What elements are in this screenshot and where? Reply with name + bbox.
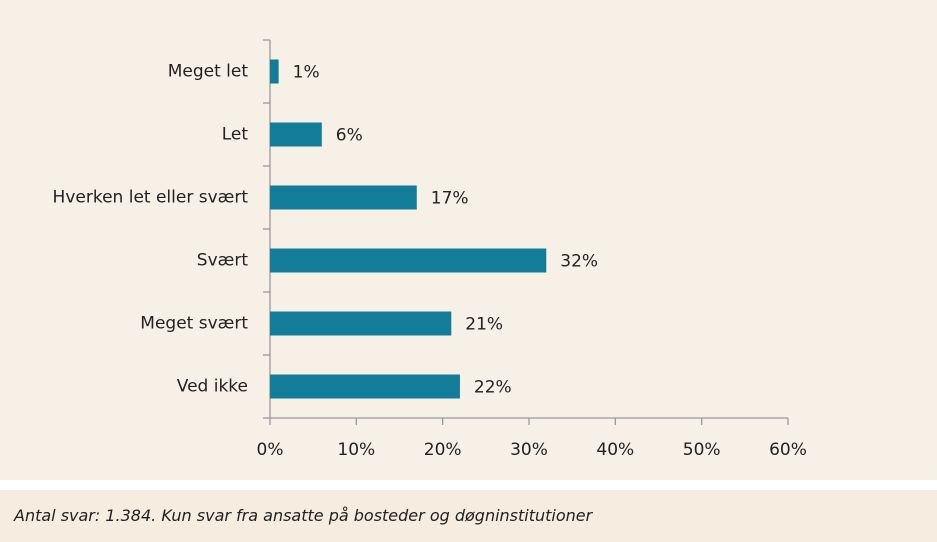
y-tick-label: Svært: [197, 251, 249, 271]
bar: [270, 374, 460, 399]
bar: [270, 122, 322, 147]
bar: [270, 248, 547, 273]
data-label: 32%: [560, 252, 598, 272]
data-label: 22%: [474, 378, 512, 398]
x-tick-label: 60%: [769, 440, 807, 460]
data-label: 17%: [431, 189, 469, 209]
footnote: Antal svar: 1.384. Kun svar fra ansatte …: [0, 490, 937, 542]
chart: 0% 10% 20% 30% 40% 50% 60% Meget let 1% Let 6% Hver…: [0, 0, 937, 480]
y-tick-label: Ved ikke: [177, 377, 248, 397]
bar: [270, 59, 279, 84]
x-tick-label: 30%: [510, 440, 548, 460]
y-tick-label: Meget svært: [140, 314, 248, 334]
x-tick-label: 10%: [337, 440, 375, 460]
x-tick-label: 0%: [257, 440, 284, 460]
bar: [270, 311, 452, 336]
data-label: 6%: [336, 126, 363, 146]
data-label: 21%: [465, 315, 503, 335]
y-tick-label: Meget let: [168, 62, 249, 82]
x-tick-label: 20%: [424, 440, 462, 460]
y-tick-label: Let: [222, 125, 249, 145]
y-tick-label: Hverken let eller svært: [53, 188, 249, 208]
data-label: 1%: [293, 63, 320, 83]
bar: [270, 185, 417, 210]
x-tick-label: 40%: [596, 440, 634, 460]
x-tick-label: 50%: [683, 440, 721, 460]
